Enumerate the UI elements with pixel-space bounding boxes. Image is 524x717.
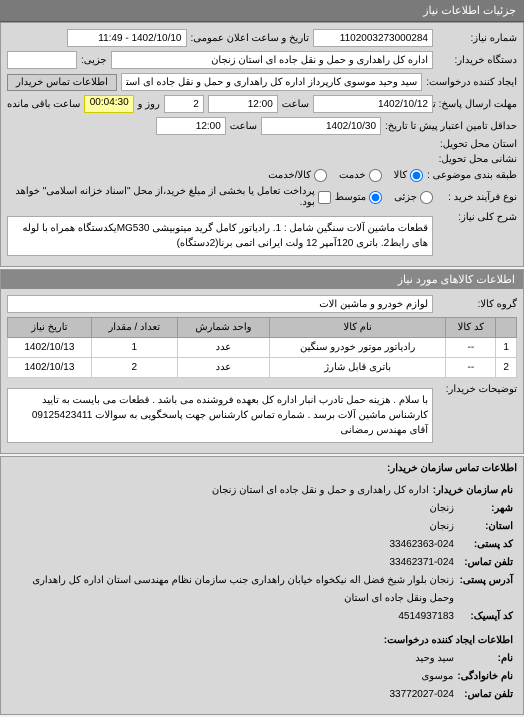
radio-services[interactable]: خدمت [339,169,382,182]
phone-label: تلفن تماس: [458,554,513,572]
sub-input[interactable] [7,51,77,69]
days-remaining-input[interactable] [164,95,204,113]
radio-goods-input[interactable] [410,169,423,182]
table-cell: عدد [177,338,269,358]
table-cell: 1 [91,338,177,358]
table-cell: 1402/10/13 [8,338,92,358]
tab-header: جزئیات اطلاعات نیاز [0,0,524,22]
table-cell: 2 [91,358,177,378]
th-date: تاریخ نیاز [8,318,92,338]
request-number-label: شماره نیاز: [437,33,517,44]
response-date-input[interactable] [313,95,433,113]
postal-value: 33462363-024 [389,536,454,554]
announce-datetime-input[interactable] [67,29,187,47]
creator-title: اطلاعات ایجاد کننده درخواست: [11,632,513,650]
radio-medium-input[interactable] [369,191,382,204]
th-qty: تعداد / مقدار [91,318,177,338]
org-name-value: اداره کل راهداری و حمل و نقل جاده ای است… [212,482,429,500]
delivery-address-label: نشانی محل تحویل: [437,154,517,165]
budget-type-label: طبقه بندی موضوعی : [427,170,517,181]
process-label: نوع فرآیند خرید : [437,192,517,203]
radio-medium[interactable]: متوسط [335,191,382,204]
partial-payment-input[interactable] [318,191,331,204]
table-cell: عدد [177,358,269,378]
contact-buyer-button[interactable]: اطلاعات تماس خریدار [7,74,117,91]
phone-value: 33462371-024 [389,554,454,572]
budget-type-radio-group: کالا خدمت کالا/خدمت [268,169,423,182]
countdown: 00:04:30 [84,95,133,113]
buyer-org-input[interactable] [111,51,433,69]
radio-services-input[interactable] [369,169,382,182]
radio-goods-services[interactable]: کالا/خدمت [268,169,327,182]
sub-label: جزیی: [81,55,107,66]
delivery-location-label: استان محل تحویل: [437,139,517,150]
requester-label: ایجاد کننده درخواست: [426,77,517,88]
th-unit: واحد شمارش [177,318,269,338]
remaining-label: ساعت باقی مانده [7,99,80,110]
table-header-row: کد کالا نام کالا واحد شمارش تعداد / مقدا… [8,318,517,338]
request-number-input[interactable] [313,29,433,47]
table-cell: 2 [496,358,517,378]
radio-goods-services-input[interactable] [314,169,327,182]
response-time-input[interactable] [208,95,278,113]
creator-phone-label: تلفن تماس: [458,686,513,704]
contact-info: نام سازمان خریدار:اداره کل راهداری و حمل… [7,478,517,708]
radio-low[interactable]: جزئی [394,191,433,204]
supplier-date-input[interactable] [261,117,381,135]
items-section-title: اطلاعات کالاهای مورد نیاز [1,270,523,289]
table-row[interactable]: 2--باتری قابل شارژعدد21402/10/13 [8,358,517,378]
active-tab[interactable]: جزئیات اطلاعات نیاز [423,5,516,17]
items-table: کد کالا نام کالا واحد شمارش تعداد / مقدا… [7,317,517,378]
description-text: قطعات ماشین آلات سنگین شامل : 1. رادیاتو… [7,216,433,256]
table-cell: 1 [496,338,517,358]
desc-label: شرح کلی نیاز: [437,212,517,223]
buyer-org-label: دستگاه خریدار: [437,55,517,66]
province-value: زنجان [430,518,454,536]
org-name-label: نام سازمان خریدار: [433,482,513,500]
address-label: آدرس پستی: [458,572,513,608]
th-idx [496,318,517,338]
contact-section: اطلاعات تماس سازمان خریدار: نام سازمان خ… [0,456,524,715]
time-label-1: ساعت [282,99,309,110]
day-and-label: روز و [138,99,160,110]
announce-label: تاریخ و ساعت اعلان عمومی: [191,33,310,44]
th-name: نام کالا [270,318,446,338]
header-section: شماره نیاز: تاریخ و ساعت اعلان عمومی: دس… [0,22,524,267]
city-value: زنجان [430,500,454,518]
radio-goods[interactable]: کالا [394,169,424,182]
partial-payment-checkbox[interactable]: پرداخت تعامل یا بخشی از مبلغ خرید،از محل… [7,186,331,208]
notes-label: توضیحات خریدار: [437,384,517,395]
th-code: کد کالا [446,318,496,338]
name-value: سید وحید [415,650,454,668]
table-cell: -- [446,358,496,378]
family-value: موسوی [421,668,453,686]
family-label: نام خانوادگی: [457,668,513,686]
address-value: زنجان بلوار شیخ فضل اله نیکخواه خیابان ر… [11,572,454,608]
group-label: گروه کالا: [437,299,517,310]
process-radio-group: جزئی متوسط [335,191,433,204]
table-cell: 1402/10/13 [8,358,92,378]
code-label: کد آیسیک: [458,608,513,626]
postal-label: کد پستی: [458,536,513,554]
requester-input[interactable] [121,73,422,91]
table-cell: باتری قابل شارژ [270,358,446,378]
radio-low-input[interactable] [420,191,433,204]
table-cell: -- [446,338,496,358]
city-label: شهر: [458,500,513,518]
table-row[interactable]: 1--رادیاتور موتور خودرو سنگینعدد11402/10… [8,338,517,358]
supplier-until-label: حداقل تامین اعتبار پیش تا تاریخ: [385,121,517,132]
supplier-time-input[interactable] [156,117,226,135]
contact-title: اطلاعات تماس سازمان خریدار: [7,463,517,474]
code-value: 4514937183 [398,608,454,626]
table-cell: رادیاتور موتور خودرو سنگین [270,338,446,358]
province-label: استان: [458,518,513,536]
response-until-label: مهلت ارسال پاسخ: تا تاریخ: [437,99,517,110]
name-label: نام: [458,650,513,668]
creator-phone-value: 33772027-024 [389,686,454,704]
notes-text: با سلام . هزینه حمل تادرب انبار اداره کل… [7,388,433,443]
items-section: اطلاعات کالاهای مورد نیاز گروه کالا: کد … [0,269,524,454]
group-input[interactable] [7,295,433,313]
time-label-2: ساعت [230,121,257,132]
